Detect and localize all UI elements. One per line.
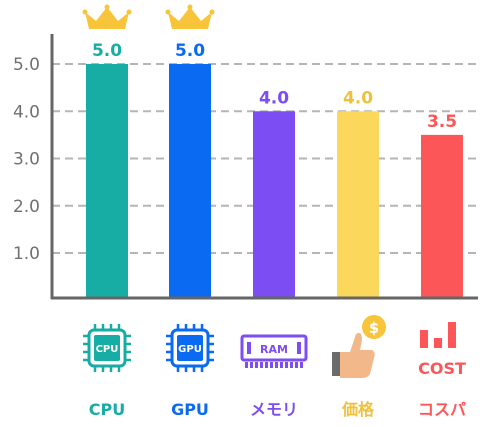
ram-module-icon: RAM	[240, 334, 308, 368]
thumbs-up-coin-icon: $	[332, 315, 386, 378]
category-icons: CPU GPU RAM $ COST	[83, 315, 466, 378]
bar	[169, 64, 211, 298]
category-label: メモリ	[250, 400, 298, 419]
y-tick-label: 5.0	[13, 55, 40, 75]
svg-text:RAM: RAM	[260, 343, 288, 356]
crown-icon	[165, 4, 215, 29]
category-label: CPU	[89, 400, 125, 419]
svg-text:COST: COST	[418, 359, 466, 378]
y-tick-label: 2.0	[13, 197, 40, 217]
value-label: 4.0	[343, 88, 373, 108]
cost-chart-icon: COST	[418, 322, 466, 378]
value-labels: 5.0 5.0 4.0 4.0 3.5	[92, 41, 457, 132]
category-label: GPU	[171, 400, 209, 419]
crown-icon	[82, 4, 132, 29]
value-label: 5.0	[175, 41, 205, 61]
bar	[253, 111, 295, 298]
value-label: 4.0	[259, 88, 289, 108]
svg-text:GPU: GPU	[178, 344, 202, 355]
svg-text:$: $	[369, 319, 379, 337]
bars	[86, 64, 463, 298]
gpu-chip-icon: GPU	[166, 324, 214, 372]
category-label: コスパ	[418, 400, 466, 419]
value-label: 5.0	[92, 41, 122, 61]
category-labels: CPU GPU メモリ 価格 コスパ	[89, 400, 466, 419]
bar	[421, 134, 463, 298]
crowns	[82, 4, 215, 29]
bar	[337, 111, 379, 298]
category-label: 価格	[341, 400, 375, 419]
y-tick-label: 3.0	[13, 150, 40, 170]
cpu-chip-icon: CPU	[83, 324, 131, 372]
bar	[86, 64, 128, 298]
y-tick-label: 1.0	[13, 244, 40, 264]
svg-text:CPU: CPU	[96, 344, 119, 355]
y-axis-ticks: 1.0 2.0 3.0 4.0 5.0	[13, 55, 40, 264]
y-tick-label: 4.0	[13, 102, 40, 122]
value-label: 3.5	[427, 112, 457, 132]
